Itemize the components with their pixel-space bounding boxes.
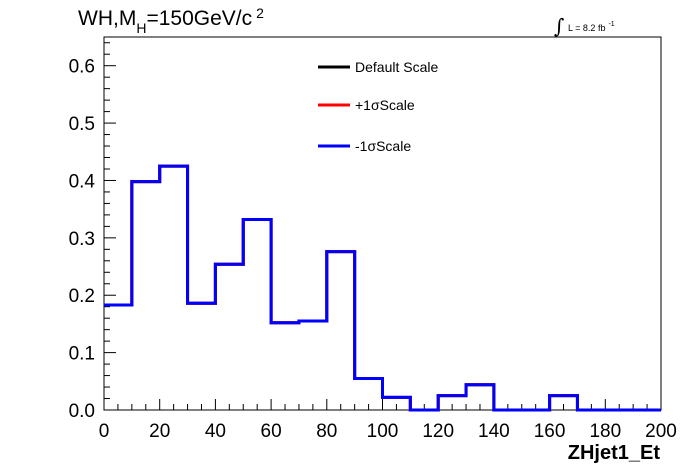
y-tick-label: 0.5 (69, 114, 95, 135)
y-tick-label: 0.2 (69, 286, 95, 307)
lumi-label: L = 8.2 fb -1 (568, 21, 615, 33)
y-tick-label: 0.1 (69, 344, 95, 365)
x-tick-label: 20 (149, 421, 170, 442)
lumi-integral: ∫ (554, 14, 564, 38)
x-axis-label: ZHjet1_Et (568, 442, 661, 464)
series-layer (104, 164, 661, 412)
x-tick-label: 100 (367, 421, 399, 442)
x-axis: 0 20 40 60 80 100 120 140 160 180 200 (99, 399, 677, 442)
x-tick-label: 160 (534, 421, 566, 442)
legend: Default Scale +1σScale -1σScale (318, 59, 438, 154)
chart-title: WH,MH=150GeV/c 2 (78, 5, 264, 36)
x-tick-label: 140 (478, 421, 510, 442)
x-tick-label: 200 (645, 421, 677, 442)
x-tick-label: 120 (422, 421, 454, 442)
x-tick-label: 40 (205, 421, 226, 442)
x-tick-label: 80 (316, 421, 337, 442)
series-line (104, 164, 661, 412)
legend-label: Default Scale (355, 59, 438, 75)
y-tick-label: 0.0 (69, 401, 95, 422)
x-tick-label: 0 (99, 421, 110, 442)
x-tick-label: 60 (261, 421, 282, 442)
legend-label: +1σScale (355, 97, 415, 113)
x-tick-label: 180 (589, 421, 621, 442)
y-tick-label: 0.3 (69, 229, 95, 250)
legend-label: -1σScale (355, 138, 411, 154)
y-axis: 0.0 0.1 0.2 0.3 0.4 0.5 0.6 (69, 42, 116, 422)
y-tick-label: 0.4 (69, 171, 96, 192)
y-tick-label: 0.6 (69, 57, 95, 78)
